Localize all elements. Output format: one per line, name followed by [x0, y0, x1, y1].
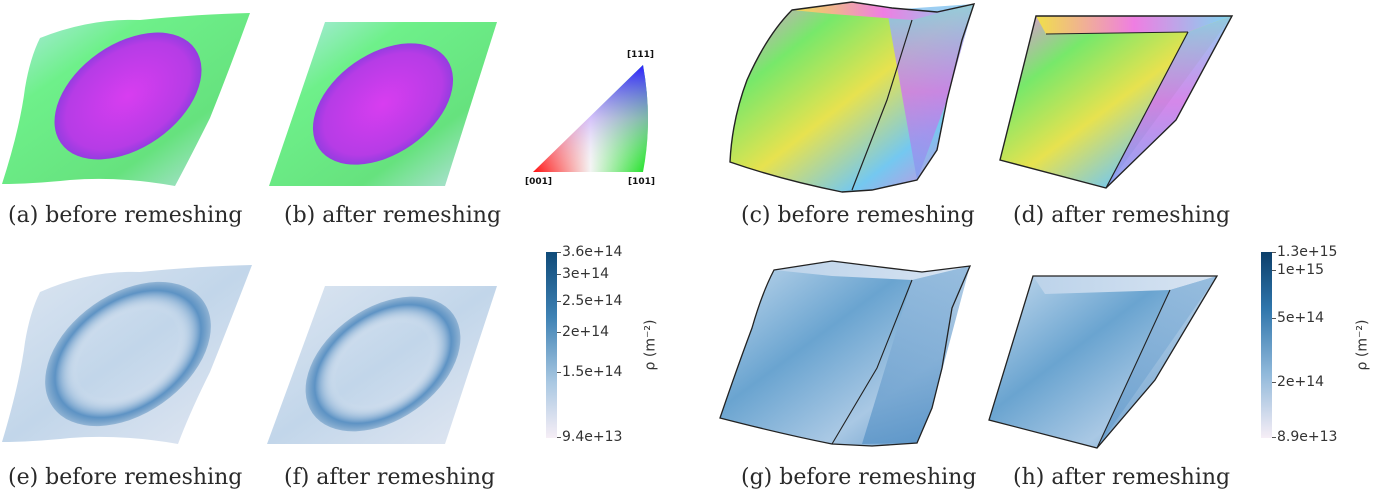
- colorbar-left-tick: [557, 301, 561, 302]
- colorbar-left-label: 3.6e+14: [562, 244, 623, 260]
- ipf-map-after-3d: [996, 10, 1236, 190]
- colorbar-left-title: ρ (m⁻²): [642, 319, 659, 371]
- colorbar-left: 3.6e+14 3e+14 2.5e+14 2e+14 1.5e+14 9.4e…: [540, 244, 660, 445]
- ipf-label-111: [111]: [627, 50, 654, 60]
- colorbar-left-bar: [546, 252, 557, 438]
- colorbar-left-tick: [557, 437, 561, 438]
- density-map-before-2d: [0, 262, 255, 447]
- caption-g: (g) before remeshing: [741, 465, 977, 490]
- colorbar-left-tick: [557, 332, 561, 333]
- colorbar-right-tick: [1272, 382, 1276, 383]
- density-map-before-3d: [712, 258, 982, 450]
- colorbar-left-tick: [557, 274, 561, 275]
- caption-h: (h) after remeshing: [1013, 465, 1231, 490]
- ipf-label-101: [101]: [628, 177, 655, 187]
- density-map-after-2d: [265, 282, 500, 447]
- colorbar-right-label: 2e+14: [1277, 374, 1325, 390]
- caption-a: (a) before remeshing: [8, 203, 243, 228]
- colorbar-right-bar: [1261, 252, 1272, 438]
- density-map-after-3d: [985, 270, 1225, 450]
- colorbar-left-label: 1.5e+14: [562, 364, 623, 380]
- colorbar-right-label: 1.3e+15: [1277, 244, 1338, 260]
- colorbar-right: 1.3e+15 1e+15 5e+14 2e+14 8.9e+13 ρ (m⁻²…: [1255, 244, 1375, 445]
- caption-c: (c) before remeshing: [741, 203, 975, 228]
- colorbar-left-tick: [557, 372, 561, 373]
- ipf-label-001: [001]: [525, 177, 552, 187]
- ipf-map-before-2d: [0, 8, 255, 188]
- colorbar-right-tick: [1272, 437, 1276, 438]
- ipf-map-before-3d: [712, 0, 982, 195]
- colorbar-right-label: 8.9e+13: [1277, 429, 1338, 445]
- colorbar-left-label: 2.5e+14: [562, 293, 623, 309]
- colorbar-right-tick: [1272, 252, 1276, 253]
- colorbar-left-label: 3e+14: [562, 266, 610, 282]
- colorbar-right-tick: [1272, 270, 1276, 271]
- caption-e: (e) before remeshing: [8, 465, 243, 490]
- colorbar-right-label: 1e+15: [1277, 262, 1325, 278]
- colorbar-right-label: 5e+14: [1277, 310, 1325, 326]
- colorbar-right-tick: [1272, 318, 1276, 319]
- caption-d: (d) after remeshing: [1013, 203, 1231, 228]
- ipf-color-key: [111] [001] [101]: [525, 45, 670, 190]
- ipf-map-after-2d: [265, 18, 500, 188]
- colorbar-left-label: 2e+14: [562, 324, 610, 340]
- caption-b: (b) after remeshing: [284, 203, 502, 228]
- colorbar-right-title: ρ (m⁻²): [1354, 319, 1371, 371]
- colorbar-left-tick: [557, 252, 561, 253]
- colorbar-left-label: 9.4e+13: [562, 429, 623, 445]
- caption-f: (f) after remeshing: [284, 465, 496, 490]
